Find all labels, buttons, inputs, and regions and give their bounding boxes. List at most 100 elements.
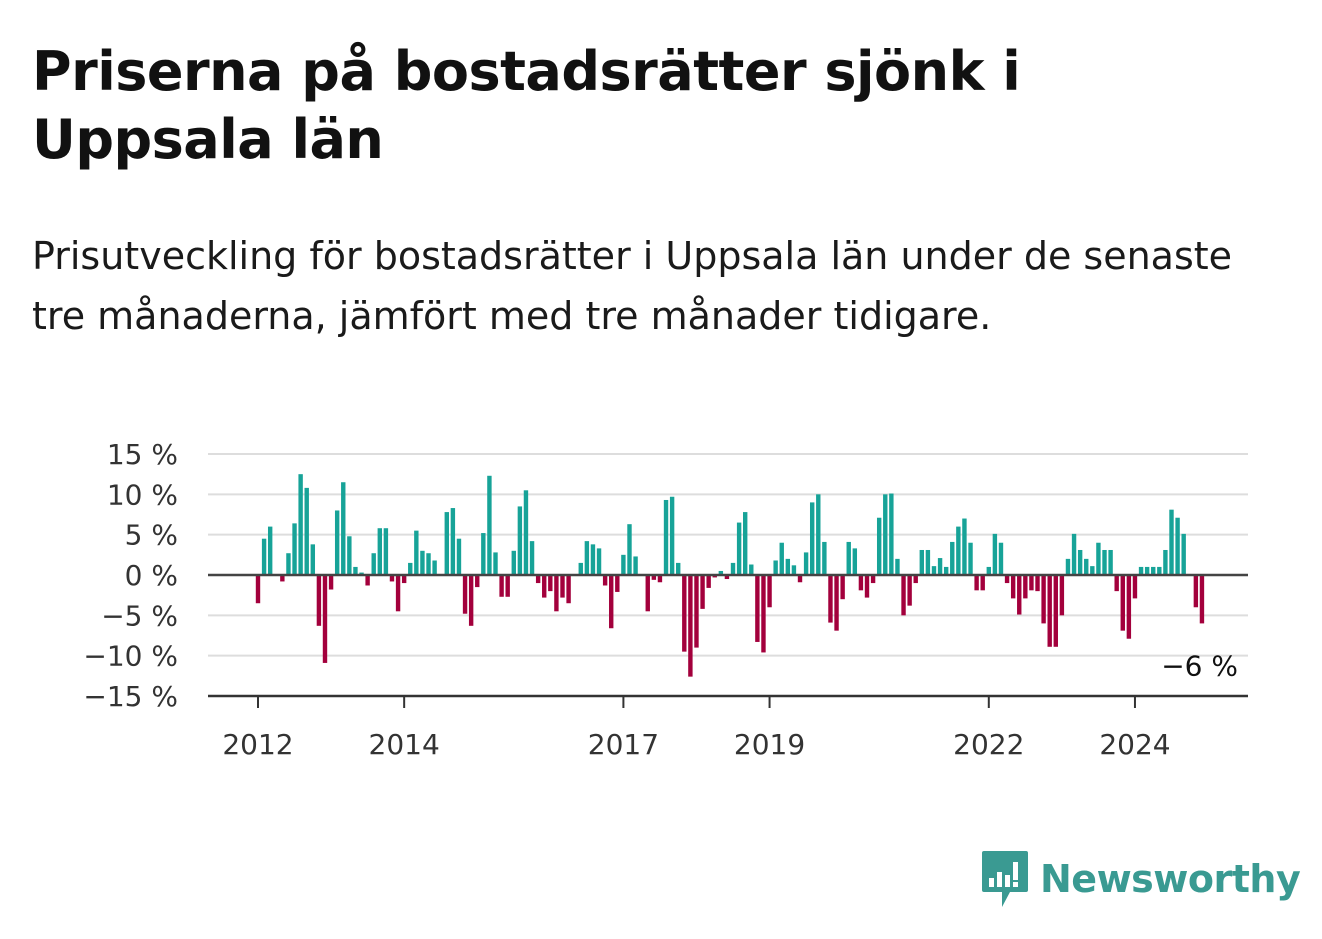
bar: [578, 562, 583, 575]
y-tick-label: −15 %: [83, 680, 178, 713]
bar: [505, 575, 510, 597]
y-tick-label: −10 %: [83, 640, 178, 673]
chart-title: Priserna på bostadsrätter sjönk i Uppsal…: [32, 40, 1021, 171]
bar: [365, 575, 370, 586]
x-tick-label: 2014: [369, 728, 440, 761]
bar: [1023, 575, 1028, 599]
bar: [292, 523, 297, 575]
bar: [383, 528, 389, 575]
bar: [785, 558, 791, 575]
bar: [1090, 566, 1095, 575]
bar: [1077, 549, 1083, 575]
x-tick-label: 2019: [734, 728, 805, 761]
bar: [1181, 533, 1186, 575]
bar: [1175, 517, 1180, 575]
bar: [834, 575, 839, 631]
bar: [414, 530, 419, 575]
bar: [1029, 575, 1034, 591]
bar: [353, 566, 358, 575]
bar: [1065, 558, 1071, 575]
bar: [706, 575, 711, 588]
bar: [267, 526, 273, 575]
bar: [688, 575, 693, 677]
bar: [1169, 509, 1174, 575]
bar: [322, 575, 328, 663]
bar: [968, 542, 973, 575]
bar: [974, 575, 979, 591]
bar: [950, 541, 955, 575]
bar: [797, 575, 803, 583]
bar: [925, 549, 931, 575]
bar: [408, 562, 413, 575]
x-tick-labels: 2012 2014 2017 2019 2022 2024: [222, 728, 1170, 761]
bar: [328, 575, 334, 590]
bar: [1163, 549, 1168, 575]
bar: [560, 575, 565, 598]
bar: [743, 512, 748, 575]
bar: [919, 549, 925, 575]
bar: [1120, 575, 1125, 631]
bar: [487, 475, 492, 575]
bar: [529, 541, 535, 575]
bar: [956, 526, 961, 575]
bar: [931, 566, 937, 575]
bar: [1041, 575, 1046, 624]
newsworthy-logo: Newsworthy: [980, 848, 1301, 910]
bar: [1193, 575, 1199, 608]
bar: [876, 517, 882, 575]
bar: [700, 575, 705, 609]
bar: [475, 575, 480, 588]
bar: [992, 533, 998, 575]
bar: [852, 548, 858, 575]
y-tick-label: 15 %: [107, 438, 178, 471]
bar: [341, 482, 346, 575]
bar: [1096, 542, 1101, 575]
bar: [767, 575, 772, 608]
bar: [334, 510, 340, 575]
bar: [621, 554, 626, 575]
bar: [432, 560, 437, 575]
bar: [1004, 575, 1010, 584]
bar: [261, 538, 267, 575]
bar: [1151, 566, 1156, 575]
bar: [1071, 533, 1077, 575]
bar: [401, 575, 407, 584]
bar: [371, 553, 376, 575]
bar: [822, 541, 827, 575]
bar: [590, 544, 596, 575]
bar: [633, 556, 638, 575]
bar: [462, 575, 468, 614]
bar: [730, 562, 736, 575]
bar: [286, 553, 291, 575]
bar: [395, 575, 401, 612]
bar: [1144, 566, 1150, 575]
bar: [1108, 549, 1113, 575]
bar: [1010, 575, 1016, 599]
bar: [694, 575, 699, 648]
bar: [761, 575, 766, 653]
axes: [208, 573, 1248, 708]
y-tick-label: 10 %: [107, 478, 178, 511]
bar: [1047, 575, 1052, 647]
bar: [663, 499, 669, 575]
bar: [1053, 575, 1058, 647]
bar: [456, 538, 462, 575]
bar: [255, 575, 261, 604]
bar: [749, 564, 754, 575]
bar: [889, 493, 894, 575]
bar: [615, 575, 620, 592]
bar: [554, 575, 559, 612]
bar: [1199, 575, 1205, 624]
bar: [450, 508, 456, 575]
bar: [481, 533, 486, 575]
x-tick-label: 2017: [588, 728, 659, 761]
bar: [791, 565, 797, 575]
bar: [389, 575, 395, 582]
bar: [864, 575, 870, 598]
bar: [377, 528, 382, 575]
bar: [1035, 575, 1040, 592]
chart-subtitle: Prisutveckling för bostadsrätter i Uppsa…: [32, 234, 1233, 338]
bar: [1126, 575, 1132, 639]
bar: [1138, 566, 1144, 575]
